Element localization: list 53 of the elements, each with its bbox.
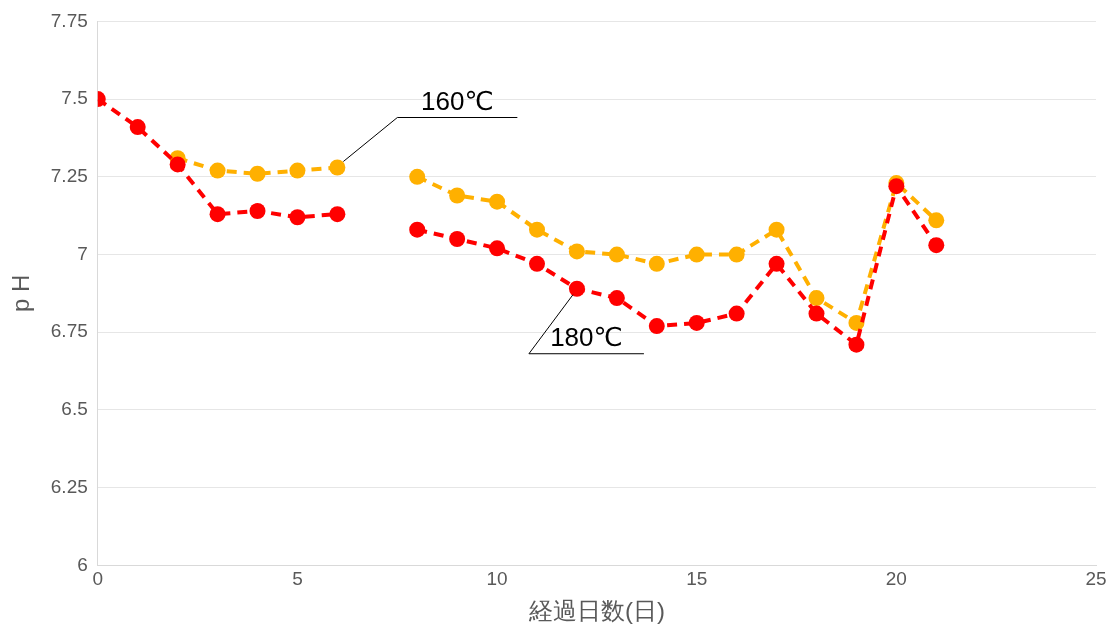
y-tick-label: 7.5: [61, 87, 88, 109]
point: [808, 290, 825, 307]
point: [728, 305, 745, 322]
point: [409, 221, 426, 238]
point: [449, 187, 466, 204]
point: [249, 165, 266, 182]
y-tick-label: 6.25: [50, 475, 88, 497]
series-label: 180℃: [550, 321, 623, 352]
y-tick-label: 6.75: [50, 320, 88, 342]
point: [568, 280, 585, 297]
point: [648, 318, 665, 335]
y-axis-title: p H: [7, 274, 35, 313]
point: [289, 162, 306, 179]
point: [928, 237, 945, 254]
point: [529, 255, 545, 272]
point: [449, 231, 466, 247]
x-tick-label: 0: [92, 568, 104, 590]
y-tick-label: 6.5: [61, 398, 88, 420]
point: [289, 209, 306, 226]
point: [768, 221, 785, 238]
x-tick-label: 10: [486, 568, 508, 590]
point: [808, 305, 825, 322]
x-tick-label: 5: [292, 568, 303, 590]
point: [209, 162, 226, 179]
text: 160℃: [421, 85, 494, 116]
y-tick-label: 7.25: [50, 165, 88, 187]
point: [728, 246, 745, 263]
point: [129, 119, 146, 136]
point: [688, 246, 705, 263]
point: [169, 156, 186, 173]
y-tick-label: 7.75: [50, 9, 88, 31]
point: [209, 206, 226, 223]
y-tick-label: 6: [77, 553, 88, 575]
x-tick-label: 15: [686, 568, 708, 590]
point: [249, 203, 266, 220]
point: [489, 193, 506, 210]
point: [329, 206, 346, 223]
point: [489, 240, 506, 257]
x-axis-title: 経過日数(日): [527, 597, 665, 625]
x-tick-label: 25: [1085, 568, 1107, 590]
point: [928, 212, 945, 229]
point: [529, 221, 545, 238]
point: [848, 336, 865, 353]
point: [768, 255, 785, 272]
y-tick-label: 7: [77, 242, 88, 264]
x-tick-label: 20: [885, 568, 907, 590]
point: [568, 243, 585, 260]
point: [608, 290, 625, 307]
point: [688, 314, 705, 331]
point: [608, 246, 625, 263]
point: [329, 159, 346, 176]
point: [409, 168, 426, 185]
point: [648, 255, 665, 272]
